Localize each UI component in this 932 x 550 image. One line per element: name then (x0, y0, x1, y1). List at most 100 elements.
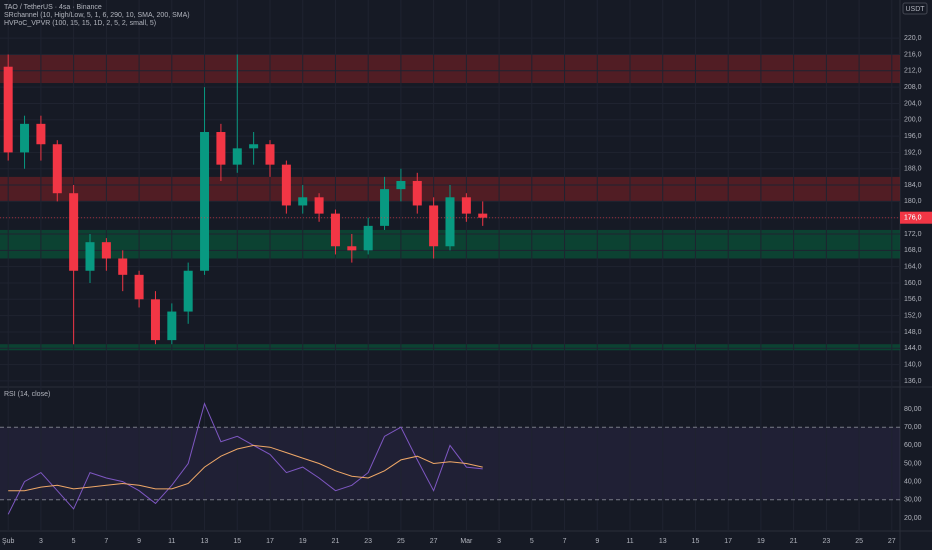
rsi-tick-label: 70,00 (904, 424, 922, 431)
currency[interactable]: USDT (905, 6, 925, 13)
currency-box[interactable] (902, 2, 928, 15)
x-tick-label: 27 (888, 538, 896, 545)
x-tick-label: 23 (364, 538, 372, 545)
x-tick-label: 23 (822, 538, 830, 545)
candle-body (36, 123, 46, 145)
last-price-label: 176,0 (904, 215, 922, 222)
rsi-tick-label: 80,00 (904, 406, 922, 413)
x-tick-label: 7 (563, 538, 567, 545)
candle-body (363, 225, 373, 251)
x-tick-label: Mar (460, 538, 473, 545)
x-tick-label: 11 (168, 538, 175, 545)
x-tick-label: 9 (595, 538, 599, 545)
candle-body (232, 148, 242, 165)
y-tick-label: 216,0 (904, 51, 922, 58)
rsi-tick-label: 30,00 (904, 497, 922, 504)
x-tick-label: 5 (530, 538, 534, 545)
x-tick-label: 19 (757, 538, 765, 545)
y-tick-label: 136,0 (904, 378, 922, 385)
x-tick-label: 11 (626, 538, 633, 545)
indicator-label: HVPoC_VPVR (100, 15, 15, 1D, 2, 5, 2, sm… (4, 20, 156, 27)
rsi-line (7, 402, 483, 515)
candle-body (167, 311, 177, 341)
candle-body (3, 66, 13, 153)
y-tick-label: 188,0 (904, 166, 922, 173)
x-tick-label: 17 (266, 538, 274, 545)
chart-title: TAO / TetherUS · 4sa · Binance (4, 4, 102, 11)
candle-body (347, 246, 357, 251)
y-tick-label: 208,0 (904, 84, 922, 91)
x-tick-label: 21 (790, 538, 798, 545)
candle-body (249, 144, 259, 149)
y-tick-label: 144,0 (904, 345, 922, 352)
candle-body (445, 197, 455, 247)
y-tick-label: 148,0 (904, 329, 922, 336)
candle-body (461, 197, 471, 214)
candle-body (380, 189, 390, 226)
candle-body (101, 242, 111, 259)
candle-body (69, 193, 79, 271)
candle-body (412, 180, 422, 206)
rsi-tick-label: 40,00 (904, 478, 922, 485)
y-tick-label: 164,0 (904, 264, 922, 271)
candle-body (298, 197, 308, 206)
x-tick-label: 15 (233, 538, 241, 545)
x-tick-label: 17 (724, 538, 732, 545)
y-tick-label: 156,0 (904, 296, 922, 303)
sr-zone (0, 54, 900, 84)
rsi-title: RSI (14, close) (4, 391, 50, 398)
rsi-tick-label: 50,00 (904, 460, 922, 467)
candle-body (478, 213, 488, 218)
rsi-ma-line (8, 444, 483, 492)
x-tick-label: 13 (659, 538, 667, 545)
y-tick-label: 200,0 (904, 117, 922, 124)
x-tick-label: 25 (855, 538, 863, 545)
x-tick-label: Şub (2, 538, 15, 545)
y-tick-label: 160,0 (904, 280, 922, 287)
candle-body (134, 274, 144, 300)
y-tick-label: 152,0 (904, 312, 922, 319)
y-tick-label: 220,0 (904, 35, 922, 42)
y-tick-label: 168,0 (904, 247, 922, 254)
candle-body (52, 144, 62, 194)
candle-body (200, 132, 210, 271)
y-tick-label: 140,0 (904, 361, 922, 368)
y-tick-label: 172,0 (904, 231, 922, 238)
candle-body (85, 242, 95, 271)
candle-body (265, 144, 275, 165)
candle-body (183, 270, 193, 312)
x-tick-label: 21 (332, 538, 340, 545)
x-tick-label: 19 (299, 538, 307, 545)
y-tick-label: 180,0 (904, 198, 922, 205)
indicator-label: SRchannel (10, High/Low, 5, 1, 6, 290, 1… (4, 12, 190, 19)
y-tick-label: 192,0 (904, 149, 922, 156)
candle-body (118, 258, 128, 275)
candle-body (429, 205, 439, 247)
candle-body (330, 213, 340, 247)
y-tick-label: 212,0 (904, 68, 922, 75)
rsi-tick-label: 20,00 (904, 515, 922, 522)
x-tick-label: 13 (201, 538, 209, 545)
y-tick-label: 204,0 (904, 100, 922, 107)
y-tick-label: 196,0 (904, 133, 922, 140)
sr-zone (0, 344, 900, 351)
y-tick-label: 184,0 (904, 182, 922, 189)
x-tick-label: 3 (497, 538, 501, 545)
x-tick-label: 27 (430, 538, 438, 545)
candle-body (314, 197, 324, 214)
candle-body (281, 164, 291, 206)
x-tick-label: 25 (397, 538, 405, 545)
x-tick-label: 9 (137, 538, 141, 545)
x-tick-label: 7 (104, 538, 108, 545)
rsi-tick-label: 60,00 (904, 442, 922, 449)
x-tick-label: 15 (692, 538, 700, 545)
last-price-box (900, 211, 932, 224)
candle-body (20, 123, 30, 153)
x-tick-label: 5 (72, 538, 76, 545)
x-tick-label: 3 (39, 538, 43, 545)
candle-body (396, 180, 406, 190)
candle-body (150, 299, 160, 341)
y-tick-label: 176,0 (904, 215, 922, 222)
candle-body (216, 132, 226, 165)
